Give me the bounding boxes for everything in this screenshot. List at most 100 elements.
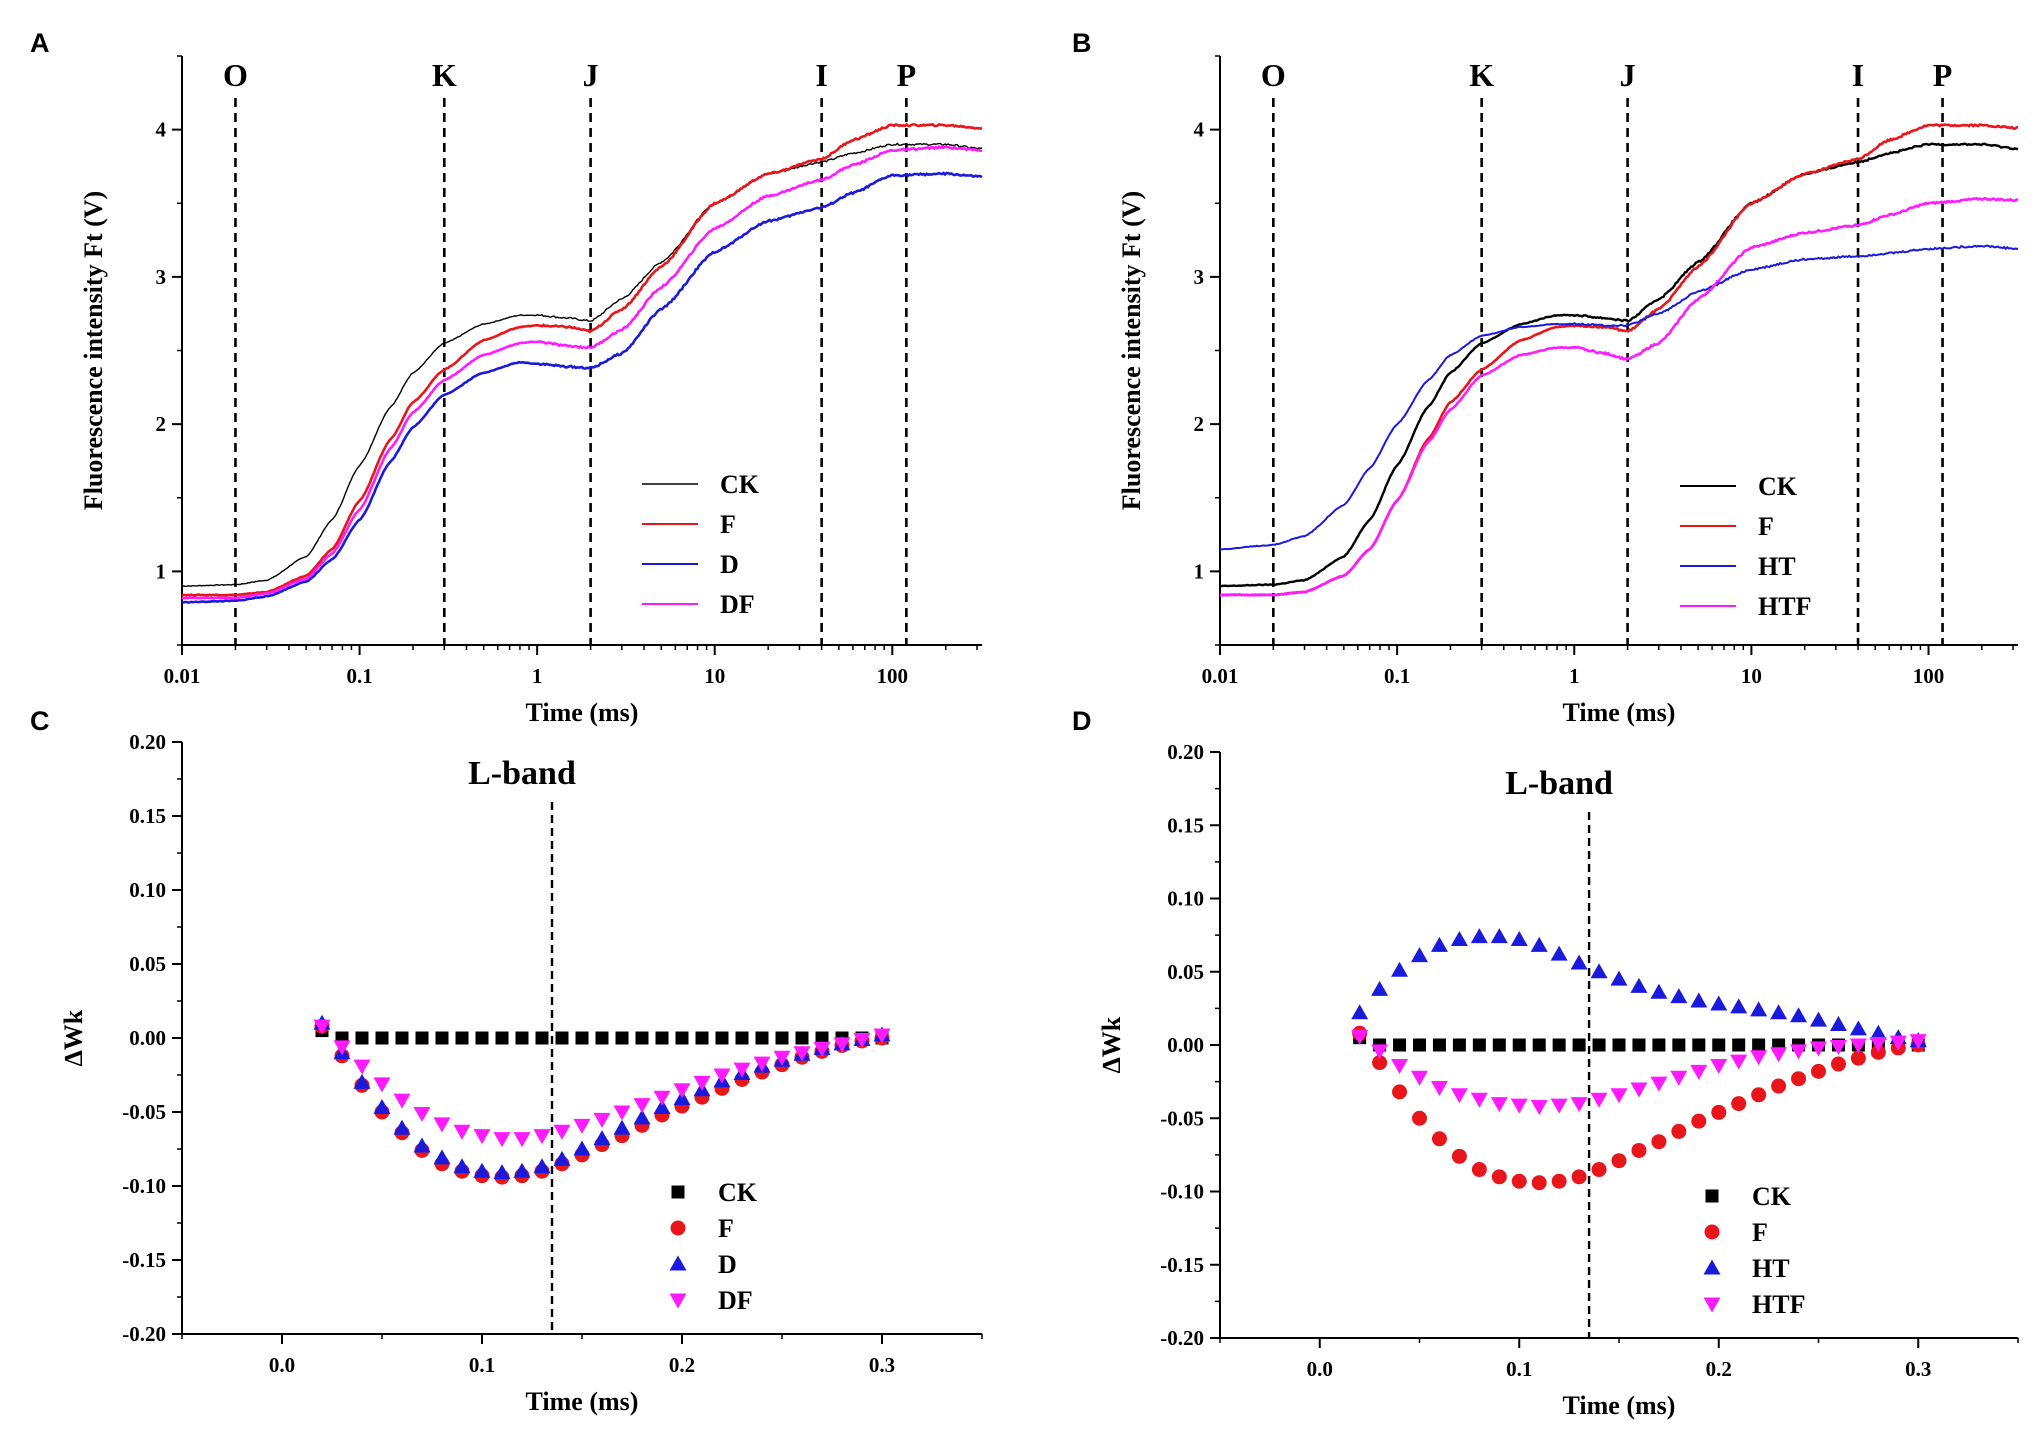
point-htf: [1790, 1044, 1808, 1060]
phase-label: I: [815, 57, 827, 93]
panel-label: A: [30, 28, 50, 58]
point-htf: [1411, 1070, 1428, 1086]
series-line-ck: [181, 142, 982, 588]
point-df: [573, 1118, 591, 1134]
point-f: [1611, 1153, 1627, 1169]
point-htf: [1610, 1088, 1628, 1104]
y-axis-title: ∆Wk: [1097, 1016, 1126, 1073]
x-tick-label: 1: [1569, 664, 1580, 688]
point-ck: [815, 1031, 829, 1045]
point-df: [813, 1041, 831, 1057]
point-ht: [1470, 928, 1488, 944]
legend-label: CK: [718, 1178, 758, 1207]
point-htf: [1490, 1097, 1508, 1113]
point-htf: [1710, 1059, 1728, 1075]
point-ck: [1712, 1038, 1726, 1052]
panel-c: C 0.0 0.1 0.2 0.3 -0.20 -0.15 -0.10 -0.05 0.00 0.0…: [30, 706, 983, 1416]
legend-marker: [1703, 1297, 1721, 1313]
legend-label: F: [720, 510, 736, 539]
point-ck: [1532, 1038, 1546, 1052]
panel-label: C: [30, 706, 50, 736]
y-tick-label: 2: [156, 412, 167, 436]
phase-label: K: [432, 57, 457, 93]
point-ht: [1849, 1020, 1867, 1036]
point-df: [753, 1056, 771, 1072]
point-ck: [1672, 1038, 1686, 1052]
point-htf: [1351, 1029, 1369, 1045]
point-htf: [1391, 1059, 1409, 1075]
point-d: [353, 1073, 371, 1089]
point-ck: [1472, 1038, 1486, 1052]
x-tick-label: 0.01: [164, 664, 201, 688]
x-tick-label: 0.1: [1384, 664, 1410, 688]
point-d: [413, 1137, 431, 1153]
point-htf: [1889, 1035, 1907, 1051]
y-tick-label: 0.20: [129, 730, 166, 754]
point-ck: [675, 1031, 689, 1045]
y-tick-label: 0.10: [129, 878, 166, 902]
x-tick-label: 0.1: [469, 1353, 495, 1377]
point-ht: [1690, 992, 1708, 1008]
y-tick-label: 3: [1194, 265, 1205, 289]
phase-label: J: [1620, 57, 1636, 93]
point-htf: [1630, 1082, 1648, 1098]
point-htf: [1849, 1038, 1867, 1054]
point-ck: [1632, 1038, 1646, 1052]
legend-marker: [1704, 1224, 1720, 1240]
y-axis-title: Fluorescence intensity Ft (V): [79, 191, 108, 510]
legend-label: DF: [718, 1286, 753, 1315]
point-df: [873, 1028, 891, 1044]
series-line-f: [1220, 123, 2019, 597]
x-tick-label: 0.1: [346, 664, 372, 688]
point-ck: [635, 1031, 649, 1045]
point-ht: [1371, 980, 1389, 996]
panel-a: A 0.01 0.1 1 10 100 1 2 3 4 Time (ms) Fluorescence …: [30, 28, 983, 727]
point-ck: [735, 1031, 749, 1045]
point-df: [533, 1129, 551, 1145]
point-ck: [395, 1031, 409, 1045]
y-tick-label: 2: [1194, 412, 1205, 436]
legend-marker: [670, 1220, 686, 1236]
point-ht: [1570, 954, 1588, 970]
point-ht: [1790, 1007, 1808, 1023]
legend-label: F: [1758, 512, 1774, 541]
legend-label: CK: [1758, 472, 1798, 501]
point-htf: [1450, 1088, 1468, 1104]
series-line-df: [181, 145, 983, 600]
point-df: [693, 1075, 711, 1091]
phase-label: P: [897, 57, 917, 93]
point-f: [1571, 1169, 1587, 1185]
point-d: [573, 1140, 591, 1156]
point-ck: [475, 1031, 489, 1045]
point-htf: [1650, 1076, 1668, 1092]
point-htf: [1550, 1098, 1568, 1114]
point-df: [853, 1032, 871, 1048]
l-band-label: L-band: [468, 755, 576, 792]
point-f: [1830, 1056, 1846, 1072]
legend-marker: [1703, 1259, 1721, 1275]
point-ck: [775, 1031, 789, 1045]
point-ht: [1510, 931, 1528, 947]
point-df: [393, 1093, 411, 1109]
y-tick-label: 0.15: [129, 804, 166, 828]
point-df: [473, 1129, 491, 1145]
point-df: [313, 1019, 331, 1035]
point-f: [1731, 1096, 1747, 1112]
point-ck: [1492, 1038, 1506, 1052]
point-htf: [1590, 1092, 1608, 1108]
x-tick-label: 0.1: [1506, 1357, 1532, 1381]
y-tick-label: 0.00: [1167, 1033, 1204, 1057]
point-df: [613, 1105, 631, 1121]
y-tick-label: 1: [1194, 559, 1205, 583]
point-d: [453, 1158, 471, 1174]
point-ht: [1550, 945, 1568, 961]
point-ck: [555, 1031, 569, 1045]
point-ck: [1413, 1038, 1426, 1052]
point-htf: [1770, 1047, 1788, 1063]
x-tick-label: 0.01: [1202, 664, 1239, 688]
y-tick-label: 4: [1194, 118, 1205, 142]
point-ht: [1650, 983, 1668, 999]
point-f: [1531, 1175, 1547, 1191]
point-df: [653, 1090, 671, 1106]
